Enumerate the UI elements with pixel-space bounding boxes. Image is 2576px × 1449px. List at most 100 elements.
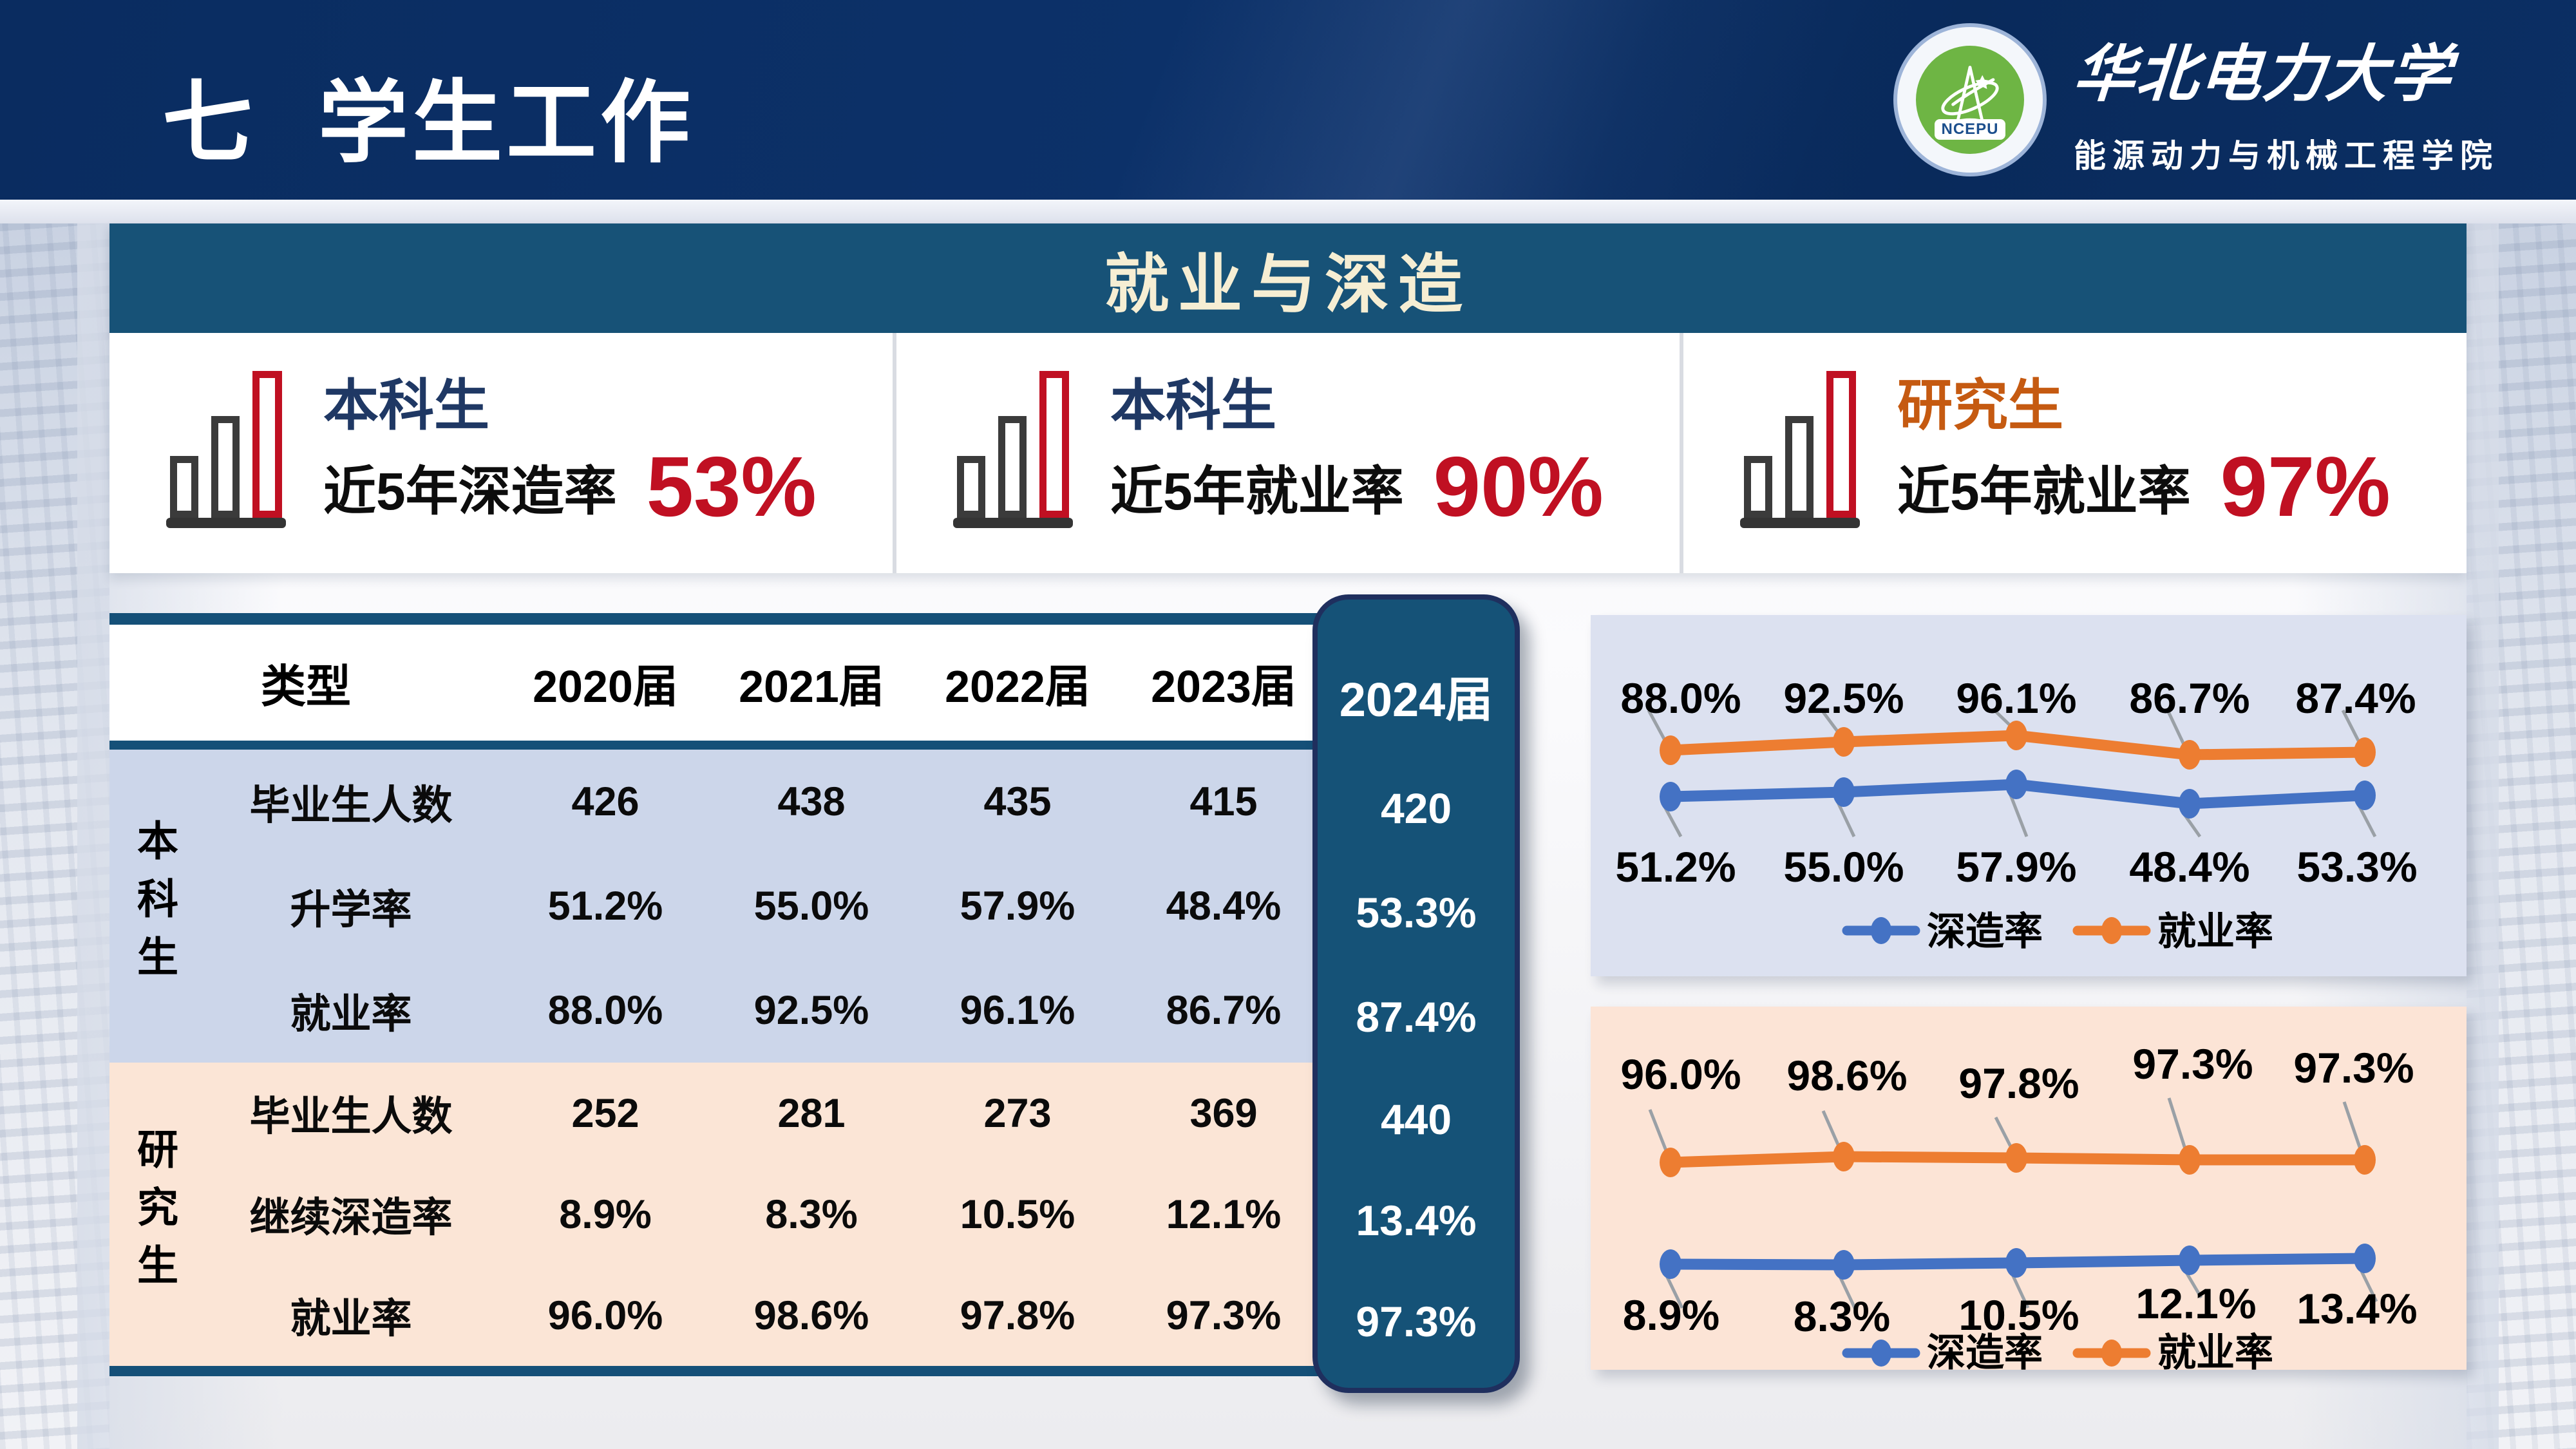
row-label: 毕业生人数 [249, 1094, 453, 1139]
chart-legend: 深造率 就业率 [1842, 1331, 2273, 1370]
employment-line [1660, 1142, 2376, 1177]
table-cell: 438 [777, 779, 846, 824]
table-cell: 10.5% [960, 1191, 1075, 1237]
group-label-undergraduate: 本科生 [131, 819, 178, 993]
university-logo-icon: NCEPU [1893, 23, 2047, 176]
further-study-line [1660, 1244, 2376, 1280]
col-header-type: 类型 [261, 661, 351, 712]
stat-ug-further-study: 本科生 近5年深造率 53% [109, 333, 893, 573]
table-cell: 8.3% [765, 1191, 858, 1237]
table-cell: 86.7% [1166, 988, 1282, 1033]
stat-grad-employment: 研究生 近5年就业率 97% [1680, 333, 2467, 573]
topic-banner: 就业与深造 [109, 223, 2467, 333]
bar-chart-icon [1740, 370, 1860, 528]
logo-green-core: NCEPU [1916, 46, 2024, 154]
highlight-cell: 13.4% [1356, 1197, 1477, 1244]
stat-texts: 本科生 近5年就业率 90% [1110, 377, 1604, 529]
data-label: 97.3% [2132, 1040, 2253, 1088]
row-label: 升学率 [290, 887, 412, 933]
data-label: 92.5% [1783, 674, 1904, 722]
table-cell: 273 [983, 1090, 1052, 1136]
table-cell: 12.1% [1166, 1191, 1282, 1237]
table-cell: 48.4% [1166, 884, 1282, 929]
stat-value: 97% [2220, 439, 2391, 534]
stat-texts: 本科生 近5年深造率 53% [323, 377, 817, 529]
table-section-graduate: 研究生 毕业生人数 252 281 273 369 继续深造率 8.9% 8.3… [109, 1063, 1417, 1366]
section-number: 七 [162, 72, 257, 173]
highlight-cell: 420 [1380, 784, 1452, 832]
stat-metric-label: 近5年就业率 [1110, 462, 1404, 522]
table-cell: 57.9% [960, 884, 1075, 929]
employment-line [1660, 721, 2376, 770]
stat-ug-employment: 本科生 近5年就业率 90% [893, 333, 1680, 573]
data-label: 53.3% [2297, 843, 2417, 891]
data-label: 13.4% [2297, 1285, 2417, 1332]
ug-trend-chart: 88.0% 92.5% 96.1% 86.7% 87.4% 51.2% 55.0… [1591, 615, 2467, 976]
table-cell: 252 [571, 1090, 639, 1136]
table-cell: 97.3% [1166, 1293, 1282, 1338]
row-label: 继续深造率 [249, 1195, 453, 1240]
grad-trend-chart: 96.0% 98.6% 97.8% 97.3% 97.3% 8.9% 8.3% … [1591, 1007, 2467, 1370]
table-header-rule [109, 741, 1417, 750]
table-cell: 92.5% [753, 988, 869, 1033]
data-label: 10.5% [1958, 1291, 2079, 1339]
table-cell: 281 [777, 1090, 846, 1136]
stat-value: 53% [646, 439, 817, 534]
table-cell: 415 [1189, 779, 1258, 824]
highlight-cell: 440 [1380, 1095, 1452, 1143]
row-label: 毕业生人数 [249, 782, 453, 828]
highlight-cell: 87.4% [1356, 993, 1477, 1041]
table-section-undergraduate: 本科生 毕业生人数 426 438 435 415 升学率 51.2% 55.0… [109, 750, 1417, 1063]
stat-metric-label: 近5年就业率 [1897, 462, 2191, 522]
stat-texts: 研究生 近5年就业率 97% [1897, 377, 2391, 529]
legend-label-further-study: 深造率 [1927, 910, 2043, 953]
table-top-rule [109, 613, 1417, 625]
col-header-2023: 2023届 [1151, 661, 1296, 712]
col-header-2021: 2021届 [739, 661, 884, 712]
table-cell: 96.0% [547, 1293, 663, 1338]
topic-banner-title: 就业与深造 [1104, 248, 1472, 321]
data-label: 57.9% [1956, 843, 2076, 891]
table-cell: 426 [571, 779, 639, 824]
legend-label-employment: 就业率 [2157, 910, 2273, 953]
leader-ticks [1648, 1097, 2378, 1311]
logo-ncepu-label: NCEPU [1935, 119, 2005, 140]
university-brand: NCEPU 华北电力大学 能源动力与机械工程学院 [1893, 14, 2499, 185]
table-cell: 369 [1189, 1090, 1258, 1136]
data-label: 97.3% [2293, 1044, 2414, 1092]
data-label: 88.0% [1620, 674, 1741, 722]
highlight-column-2024: 2024届 420 53.3% 87.4% 440 13.4% 97.3% [1312, 594, 1520, 1393]
table-header-row: 类型 2020届 2021届 2022届 2023届 [109, 625, 1417, 741]
data-label: 96.1% [1956, 674, 2076, 722]
table-cell: 55.0% [753, 884, 869, 929]
col-header-2022: 2022届 [945, 661, 1090, 712]
data-label: 8.9% [1623, 1291, 1719, 1339]
table-bottom-rule [109, 1366, 1417, 1376]
stat-group-label: 研究生 [1897, 375, 2063, 437]
table-cell: 8.9% [559, 1191, 652, 1237]
stat-group-label: 本科生 [323, 375, 489, 437]
highlight-year-header: 2024届 [1339, 673, 1493, 726]
bar-chart-icon [166, 370, 286, 528]
legend-label-further-study: 深造率 [1927, 1331, 2043, 1370]
college-name: 能源动力与机械工程学院 [2074, 137, 2499, 174]
data-label: 55.0% [1783, 843, 1904, 891]
university-name: 华北电力大学 [2070, 37, 2455, 110]
data-label: 98.6% [1786, 1052, 1907, 1099]
bar-chart-icon [953, 370, 1073, 528]
ug-trend-chart-svg: 88.0% 92.5% 96.1% 86.7% 87.4% 51.2% 55.0… [1615, 674, 2417, 953]
data-label: 97.8% [1958, 1059, 2079, 1107]
data-label: 87.4% [2295, 674, 2416, 722]
row-label: 就业率 [290, 1296, 412, 1341]
further-study-line [1660, 770, 2376, 819]
table-cell: 96.1% [960, 988, 1075, 1033]
section-title: 学生工作 [318, 72, 695, 173]
page-title: 七学生工作 [162, 50, 694, 180]
table-cell: 435 [983, 779, 1052, 824]
group-label-graduate: 研究生 [131, 1127, 178, 1302]
data-label: 12.1% [2136, 1280, 2256, 1327]
table-cell: 98.6% [753, 1293, 869, 1338]
stat-metric-label: 近5年深造率 [323, 462, 617, 522]
chart-legend: 深造率 就业率 [1842, 910, 2273, 953]
